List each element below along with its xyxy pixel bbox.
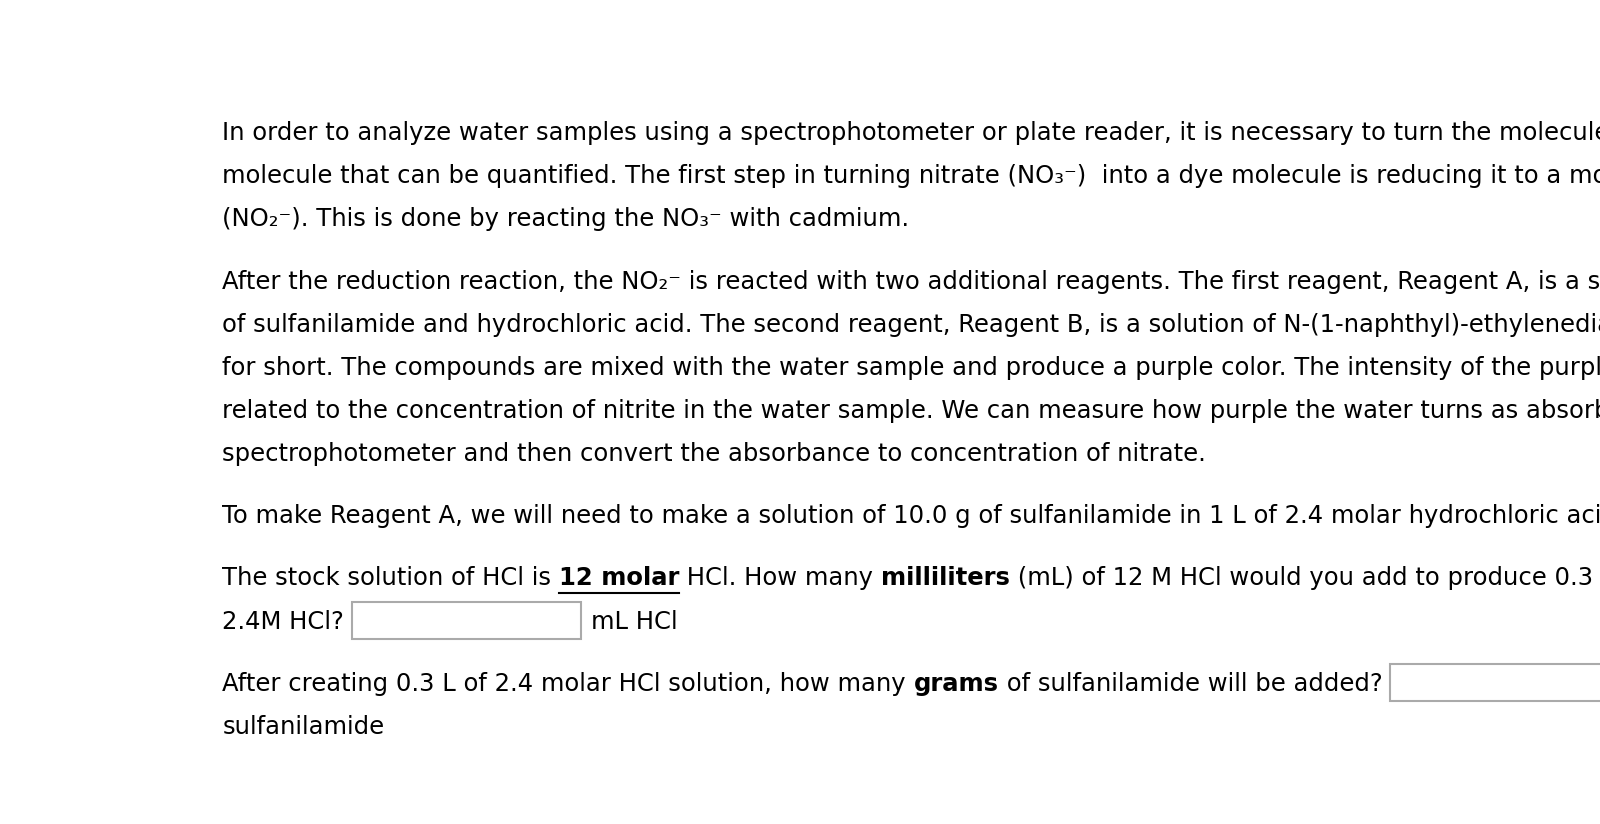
Text: After creating 0.3 L of 2.4 molar HCl solution, how many: After creating 0.3 L of 2.4 molar HCl so… (222, 672, 914, 695)
Text: In order to analyze water samples using a spectrophotometer or plate reader, it : In order to analyze water samples using … (222, 121, 1600, 145)
Text: of sulfanilamide will be added?: of sulfanilamide will be added? (998, 672, 1382, 695)
Text: mL HCl: mL HCl (590, 610, 677, 634)
Text: molecule that can be quantified. The first step in turning nitrate (NO₃⁻)  into : molecule that can be quantified. The fir… (222, 164, 1600, 188)
Text: (NO₂⁻). This is done by reacting the NO₃⁻ with cadmium.: (NO₂⁻). This is done by reacting the NO₃… (222, 208, 909, 232)
Text: grams: grams (914, 672, 998, 695)
Text: (mL) of 12 M HCl would you add to produce 0.3: (mL) of 12 M HCl would you add to produc… (1010, 566, 1600, 591)
Text: The stock solution of HCl is: The stock solution of HCl is (222, 566, 558, 591)
Text: of sulfanilamide and hydrochloric acid. The second reagent, Reagent B, is a solu: of sulfanilamide and hydrochloric acid. … (222, 312, 1600, 337)
Text: After the reduction reaction, the NO₂⁻ is reacted with two additional reagents. : After the reduction reaction, the NO₂⁻ i… (222, 269, 1600, 293)
Text: 2.4M HCl?: 2.4M HCl? (222, 610, 344, 634)
FancyBboxPatch shape (352, 602, 581, 639)
Text: HCl. How many: HCl. How many (680, 566, 882, 591)
Text: 12 molar: 12 molar (558, 566, 680, 591)
Text: spectrophotometer and then convert the absorbance to concentration of nitrate.: spectrophotometer and then convert the a… (222, 442, 1206, 466)
FancyBboxPatch shape (1390, 664, 1600, 701)
Text: sulfanilamide: sulfanilamide (222, 715, 384, 739)
Text: related to the concentration of nitrite in the water sample. We can measure how : related to the concentration of nitrite … (222, 399, 1600, 423)
Text: To make Reagent A, we will need to make a solution of 10.0 g of sulfanilamide in: To make Reagent A, we will need to make … (222, 504, 1600, 528)
Text: for short. The compounds are mixed with the water sample and produce a purple co: for short. The compounds are mixed with … (222, 356, 1600, 380)
Text: milliliters: milliliters (882, 566, 1010, 591)
